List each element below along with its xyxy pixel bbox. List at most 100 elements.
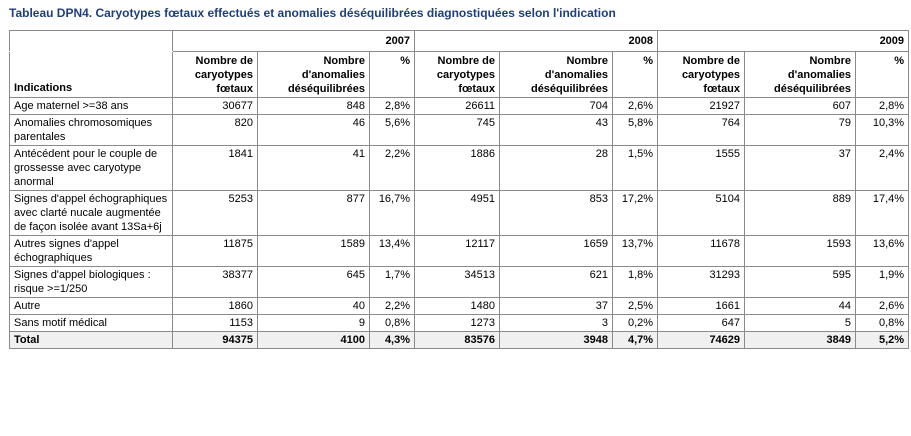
percent-cell: 5,6% bbox=[368, 114, 416, 146]
anomalies-cell: 1589 bbox=[257, 235, 370, 267]
table-row: Antécédent pour le couple de grossesse a… bbox=[9, 145, 910, 191]
caryotypes-cell: 34513 bbox=[414, 266, 501, 298]
anomalies-cell: 877 bbox=[257, 190, 370, 236]
caryotypes-cell: 1886 bbox=[414, 145, 501, 191]
percent-cell: 13,4% bbox=[368, 235, 416, 267]
caryotypes-cell: 1153 bbox=[172, 314, 258, 332]
caryotypes-cell: 11678 bbox=[657, 235, 746, 267]
year-header: 2007 bbox=[171, 30, 416, 52]
anomalies-cell: 3948 bbox=[499, 331, 614, 349]
anomalies-cell: 848 bbox=[257, 97, 370, 115]
percent-cell: 13,6% bbox=[855, 235, 910, 267]
caryotypes-cell: 1841 bbox=[172, 145, 258, 191]
anomalies-cell: 37 bbox=[499, 297, 614, 315]
percent-cell: 16,7% bbox=[368, 190, 416, 236]
anomalies-cell: 37 bbox=[744, 145, 857, 191]
anomalies-cell: 4100 bbox=[257, 331, 370, 349]
indication-label: Signes d'appel biologiques : risque >=1/… bbox=[9, 266, 173, 298]
anomalies-cell: 28 bbox=[499, 145, 614, 191]
indication-label: Age maternel >=38 ans bbox=[9, 97, 173, 115]
percent-header: % bbox=[368, 51, 416, 98]
caryotypes-cell: 1480 bbox=[414, 297, 501, 315]
caryotypes-cell: 11875 bbox=[172, 235, 258, 267]
indication-label: Sans motif médical bbox=[9, 314, 173, 332]
percent-cell: 2,8% bbox=[855, 97, 910, 115]
percent-cell: 1,9% bbox=[855, 266, 910, 298]
percent-cell: 2,4% bbox=[855, 145, 910, 191]
indication-label: Signes d'appel échographiques avec clart… bbox=[9, 190, 173, 236]
indication-label: Anomalies chromosomiques parentales bbox=[9, 114, 173, 146]
caryotypes-cell: 31293 bbox=[657, 266, 746, 298]
caryotypes-header: Nombre de caryotypes fœtaux bbox=[172, 51, 258, 98]
indication-label: Antécédent pour le couple de grossesse a… bbox=[9, 145, 173, 191]
caryotypes-cell: 21927 bbox=[657, 97, 746, 115]
percent-cell: 2,2% bbox=[368, 297, 416, 315]
table-row: Age maternel >=38 ans 30677 848 2,8% 26611 70… bbox=[9, 97, 910, 115]
caryotypes-cell: 30677 bbox=[172, 97, 258, 115]
percent-cell: 13,7% bbox=[612, 235, 659, 267]
anomalies-cell: 40 bbox=[257, 297, 370, 315]
anomalies-cell: 79 bbox=[744, 114, 857, 146]
table-title: Tableau DPN4. Caryotypes fœtaux effectué… bbox=[9, 6, 616, 20]
year-header: 2008 bbox=[414, 30, 659, 52]
percent-cell: 1,8% bbox=[612, 266, 659, 298]
percent-cell: 1,7% bbox=[368, 266, 416, 298]
percent-cell: 0,8% bbox=[368, 314, 416, 332]
anomalies-cell: 9 bbox=[257, 314, 370, 332]
percent-cell: 0,2% bbox=[612, 314, 659, 332]
percent-cell: 2,6% bbox=[855, 297, 910, 315]
data-table: 2007 2008 2009 Indications Nombre de car… bbox=[9, 30, 910, 349]
anomalies-cell: 43 bbox=[499, 114, 614, 146]
percent-cell: 17,2% bbox=[612, 190, 659, 236]
anomalies-header: Nombre d'anomalies déséquilibrées bbox=[744, 51, 857, 98]
caryotypes-cell: 74629 bbox=[657, 331, 746, 349]
percent-cell: 0,8% bbox=[855, 314, 910, 332]
table-row: Autres signes d'appel échographiques 1187… bbox=[9, 235, 910, 267]
percent-cell: 10,3% bbox=[855, 114, 910, 146]
caryotypes-cell: 745 bbox=[414, 114, 501, 146]
anomalies-cell: 889 bbox=[744, 190, 857, 236]
caryotypes-cell: 647 bbox=[657, 314, 746, 332]
caryotypes-cell: 26611 bbox=[414, 97, 501, 115]
anomalies-cell: 41 bbox=[257, 145, 370, 191]
percent-cell: 2,5% bbox=[612, 297, 659, 315]
percent-cell: 2,6% bbox=[612, 97, 659, 115]
caryotypes-cell: 1860 bbox=[172, 297, 258, 315]
anomalies-cell: 3849 bbox=[744, 331, 857, 349]
total-row: Total 94375 4100 4,3% 83576 3948 4,7% 74629 3849… bbox=[9, 331, 910, 349]
indication-label: Autres signes d'appel échographiques bbox=[9, 235, 173, 267]
caryotypes-cell: 1555 bbox=[657, 145, 746, 191]
percent-cell: 4,7% bbox=[612, 331, 659, 349]
column-header-row: Indications Nombre de caryotypes fœtaux … bbox=[9, 51, 910, 98]
anomalies-header: Nombre d'anomalies déséquilibrées bbox=[499, 51, 614, 98]
anomalies-cell: 607 bbox=[744, 97, 857, 115]
table-row: Signes d'appel biologiques : risque >=1/… bbox=[9, 266, 910, 298]
anomalies-cell: 645 bbox=[257, 266, 370, 298]
anomalies-cell: 3 bbox=[499, 314, 614, 332]
caryotypes-cell: 1273 bbox=[414, 314, 501, 332]
anomalies-cell: 1593 bbox=[744, 235, 857, 267]
table-row: Autre 1860 40 2,2% 1480 37 2,5% 1661 44 2,6% bbox=[9, 297, 910, 315]
anomalies-cell: 621 bbox=[499, 266, 614, 298]
year-header: 2009 bbox=[657, 30, 910, 52]
anomalies-cell: 44 bbox=[744, 297, 857, 315]
caryotypes-cell: 94375 bbox=[172, 331, 258, 349]
caryotypes-cell: 820 bbox=[172, 114, 258, 146]
anomalies-cell: 704 bbox=[499, 97, 614, 115]
indication-label: Total bbox=[9, 331, 173, 349]
caryotypes-cell: 83576 bbox=[414, 331, 501, 349]
percent-cell: 5,8% bbox=[612, 114, 659, 146]
caryotypes-cell: 38377 bbox=[172, 266, 258, 298]
percent-header: % bbox=[855, 51, 910, 98]
caryotypes-cell: 4951 bbox=[414, 190, 501, 236]
percent-cell: 17,4% bbox=[855, 190, 910, 236]
caryotypes-cell: 1661 bbox=[657, 297, 746, 315]
percent-cell: 5,2% bbox=[855, 331, 910, 349]
table-row: Anomalies chromosomiques parentales 820 46… bbox=[9, 114, 910, 146]
year-header-row: 2007 2008 2009 bbox=[9, 30, 910, 52]
caryotypes-cell: 5253 bbox=[172, 190, 258, 236]
table-row: Signes d'appel échographiques avec clart… bbox=[9, 190, 910, 236]
anomalies-cell: 46 bbox=[257, 114, 370, 146]
header-empty-cell bbox=[9, 30, 173, 52]
percent-cell: 2,2% bbox=[368, 145, 416, 191]
